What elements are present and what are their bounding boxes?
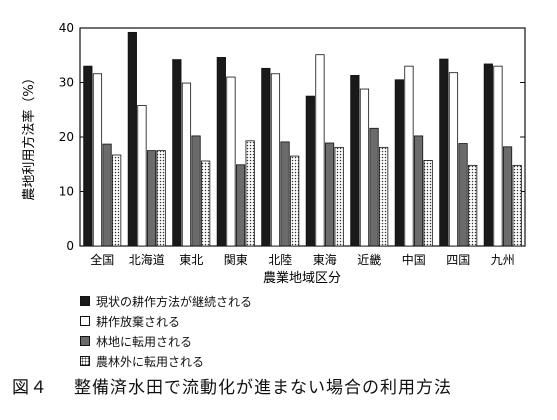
bar-continue — [483, 63, 493, 247]
bar-forest — [324, 142, 335, 247]
bar-continue — [172, 59, 182, 247]
x-tick-label: 北海道 — [129, 252, 165, 267]
figure-caption: 図４ 整備済水田で流動化が進まない場合の利用方法 — [12, 373, 452, 398]
legend-label: 農林外に転用される — [96, 354, 205, 369]
legend-label: 耕作放棄される — [96, 314, 181, 329]
legend-swatch-gray — [80, 336, 90, 346]
plot-frame — [79, 27, 526, 247]
bar-forest — [413, 135, 424, 247]
bar-chart: 0 10 20 30 40 全国 北海道 東北 関東 北陸 東海 近畿 中国 四国 九州 農地利用方法率（%… — [21, 21, 526, 286]
bar-nonagri — [334, 146, 344, 247]
legend-item-continue: 現状の耕作方法が継続される — [80, 291, 252, 311]
bar-nonagri — [512, 164, 522, 247]
legend: 現状の耕作方法が継続される 耕作放棄される 林地に転用される 農林外に転用される — [80, 291, 252, 371]
x-tick-label: 関東 — [224, 253, 248, 267]
x-tick-label: 九州 — [491, 253, 515, 267]
bar-nonagri — [423, 160, 433, 247]
bar-abandon — [137, 104, 147, 247]
x-tick-label: 全国 — [90, 252, 114, 267]
y-tick-label: 40 — [59, 21, 74, 35]
figure-number: 図４ — [12, 378, 48, 398]
bar-nonagri — [290, 155, 300, 247]
bar-abandon — [493, 65, 503, 247]
figure-caption-text: 整備済水田で流動化が進まない場合の利用方法 — [74, 378, 452, 398]
bar-continue — [216, 57, 226, 247]
legend-swatch-dotted — [80, 356, 90, 366]
bar-abandon — [315, 54, 325, 247]
x-tick-label: 北陸 — [268, 253, 292, 267]
bar-forest — [458, 143, 468, 247]
x-tick-label: 四国 — [446, 253, 470, 267]
bar-continue — [394, 79, 404, 247]
legend-item-nonagri: 農林外に転用される — [80, 351, 252, 371]
bar-nonagri — [201, 160, 211, 247]
bar-continue — [439, 58, 449, 247]
y-tick-label: 30 — [59, 76, 74, 90]
bar-nonagri — [156, 150, 166, 247]
bar-nonagri — [245, 140, 255, 247]
bar-continue — [350, 75, 360, 247]
bar-forest — [369, 127, 379, 247]
bar-abandon — [270, 73, 281, 247]
bar-forest — [280, 141, 290, 247]
bar-continue — [83, 65, 93, 247]
bar-nonagri — [112, 154, 122, 247]
y-tick-label: 0 — [66, 239, 74, 253]
bar-forest — [191, 135, 201, 247]
bar-forest — [102, 143, 112, 247]
bar-forest — [502, 146, 513, 247]
bar-abandon — [359, 88, 370, 247]
bar-continue — [305, 95, 315, 247]
bar-abandon — [404, 65, 414, 247]
legend-label: 林地に転用される — [96, 334, 193, 349]
bar-continue — [261, 67, 271, 247]
legend-item-abandon: 耕作放棄される — [80, 311, 252, 331]
y-axis-label: 農地利用方法率（%） — [21, 71, 37, 200]
x-tick-label: 東北 — [179, 253, 203, 267]
x-tick-label: 東海 — [313, 252, 337, 267]
legend-swatch-white — [80, 316, 90, 326]
legend-label: 現状の耕作方法が継続される — [96, 294, 253, 309]
bar-abandon — [448, 72, 459, 247]
bar-forest — [235, 164, 246, 247]
legend-item-forest: 林地に転用される — [80, 331, 252, 351]
bar-abandon — [181, 82, 192, 247]
legend-swatch-black — [80, 296, 90, 306]
y-tick-label: 20 — [59, 130, 74, 144]
bar-abandon — [226, 76, 236, 247]
x-tick-label: 近畿 — [357, 253, 381, 267]
bar-continue — [127, 31, 137, 247]
bar-nonagri — [379, 146, 389, 247]
y-tick-label: 10 — [59, 185, 74, 199]
bar-nonagri — [468, 164, 478, 247]
x-tick-label: 中国 — [402, 252, 426, 267]
bar-abandon — [92, 73, 103, 247]
x-axis-label: 農業地域区分 — [263, 270, 341, 286]
bar-forest — [146, 150, 157, 247]
